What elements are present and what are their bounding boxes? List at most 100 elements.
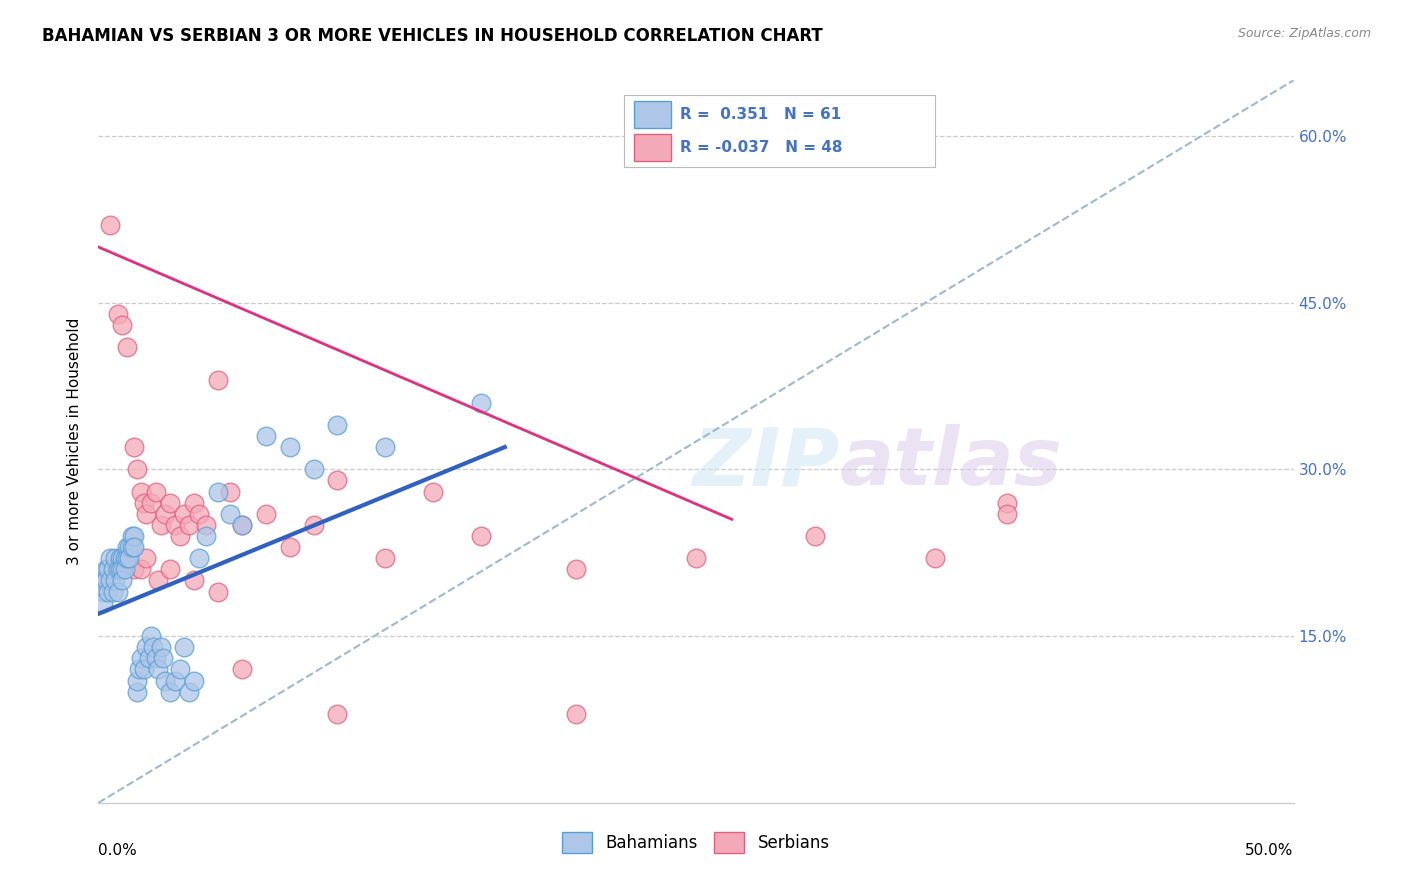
Point: [155, 673, 177, 688]
Point: [131, 562, 153, 576]
Point: [98, 551, 122, 566]
Point: [173, 507, 195, 521]
Point: [159, 496, 181, 510]
Point: [207, 373, 229, 387]
Point: [111, 551, 134, 566]
Point: [163, 673, 186, 688]
Text: 0.0%: 0.0%: [98, 843, 138, 857]
Point: [91, 596, 114, 610]
Point: [326, 474, 349, 488]
Point: [685, 551, 707, 566]
Point: [107, 562, 129, 576]
Point: [125, 673, 148, 688]
Point: [108, 551, 131, 566]
Point: [132, 662, 155, 676]
Point: [111, 562, 134, 576]
Point: [155, 507, 177, 521]
Point: [183, 496, 205, 510]
Point: [187, 507, 209, 521]
Point: [94, 574, 117, 588]
Point: [107, 307, 129, 321]
Point: [159, 562, 181, 576]
Point: [148, 662, 170, 676]
Point: [101, 584, 124, 599]
Point: [128, 662, 150, 676]
Point: [98, 218, 122, 232]
Point: [125, 462, 148, 476]
Point: [470, 395, 492, 409]
Point: [422, 484, 444, 499]
Point: [115, 540, 138, 554]
Point: [139, 496, 162, 510]
Point: [278, 440, 301, 454]
Text: ZIP: ZIP: [692, 425, 839, 502]
Point: [804, 529, 827, 543]
Point: [135, 551, 157, 566]
Point: [145, 651, 167, 665]
Point: [124, 529, 146, 543]
Point: [179, 684, 201, 698]
Point: [94, 562, 117, 576]
Point: [132, 496, 155, 510]
Point: [231, 662, 253, 676]
Point: [302, 462, 325, 476]
Point: [111, 574, 134, 588]
Point: [98, 574, 122, 588]
Point: [118, 540, 141, 554]
Point: [111, 551, 134, 566]
Point: [995, 507, 1018, 521]
Point: [470, 529, 492, 543]
Point: [207, 484, 229, 499]
Point: [219, 484, 242, 499]
Point: [124, 440, 146, 454]
Point: [111, 318, 134, 332]
Point: [187, 551, 209, 566]
Point: [139, 629, 162, 643]
Point: [121, 540, 143, 554]
Point: [104, 551, 127, 566]
Point: [163, 517, 186, 532]
Point: [90, 574, 112, 588]
Point: [107, 584, 129, 599]
Point: [97, 562, 120, 576]
Point: [183, 574, 205, 588]
Point: [114, 551, 136, 566]
Point: [101, 562, 124, 576]
Point: [169, 529, 191, 543]
Point: [114, 562, 136, 576]
Point: [97, 584, 120, 599]
Point: [169, 662, 191, 676]
Point: [254, 507, 277, 521]
Point: [326, 417, 349, 432]
Point: [149, 640, 172, 655]
Point: [179, 517, 201, 532]
Point: [115, 551, 138, 566]
Point: [195, 529, 218, 543]
Point: [124, 540, 146, 554]
Text: Source: ZipAtlas.com: Source: ZipAtlas.com: [1237, 27, 1371, 40]
Point: [124, 562, 146, 576]
Text: BAHAMIAN VS SERBIAN 3 OR MORE VEHICLES IN HOUSEHOLD CORRELATION CHART: BAHAMIAN VS SERBIAN 3 OR MORE VEHICLES I…: [42, 27, 823, 45]
Point: [91, 584, 114, 599]
Point: [207, 584, 229, 599]
Point: [118, 551, 141, 566]
Y-axis label: 3 or more Vehicles in Household: 3 or more Vehicles in Household: [67, 318, 83, 566]
Text: atlas: atlas: [839, 425, 1062, 502]
Point: [374, 551, 396, 566]
Point: [173, 640, 195, 655]
Point: [302, 517, 325, 532]
Point: [104, 574, 127, 588]
Point: [326, 706, 349, 721]
Legend: Bahamians, Serbians: Bahamians, Serbians: [555, 826, 837, 860]
Point: [195, 517, 218, 532]
Point: [135, 507, 157, 521]
Point: [148, 574, 170, 588]
Point: [131, 484, 153, 499]
Point: [995, 496, 1018, 510]
Point: [565, 562, 588, 576]
Point: [254, 429, 277, 443]
Point: [145, 484, 167, 499]
Point: [219, 507, 242, 521]
Point: [565, 706, 588, 721]
Text: 50.0%: 50.0%: [1246, 843, 1294, 857]
